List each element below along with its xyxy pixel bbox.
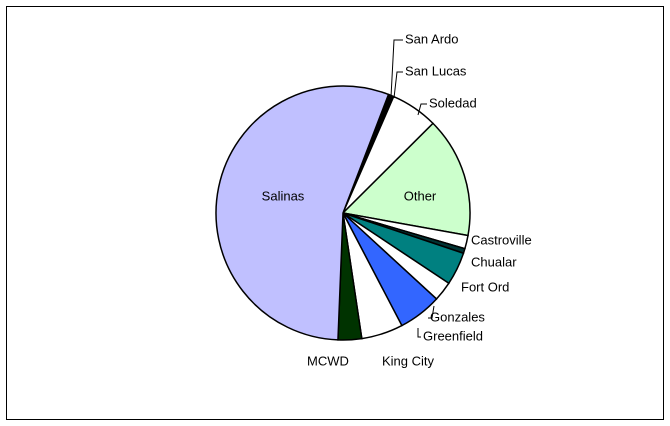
slice-label: Soledad bbox=[429, 95, 477, 110]
leader-line bbox=[428, 305, 435, 319]
slice-label: Chualar bbox=[471, 254, 517, 269]
slice-label: Salinas bbox=[262, 188, 305, 203]
pie-slice bbox=[341, 122, 471, 237]
slice-label: San Lucas bbox=[405, 63, 467, 78]
slice-label: San Ardo bbox=[405, 31, 459, 46]
slice-label: Gonzales bbox=[430, 309, 485, 324]
slice-label: MCWD bbox=[307, 353, 349, 368]
leader-line bbox=[393, 71, 403, 99]
leader-line bbox=[417, 103, 427, 116]
slice-label: Greenfield bbox=[423, 328, 483, 343]
slice-label: Other bbox=[404, 188, 437, 203]
slice-label: Fort Ord bbox=[461, 279, 509, 294]
slice-label: King City bbox=[382, 353, 435, 368]
leader-line bbox=[390, 39, 403, 98]
leader-line bbox=[417, 328, 421, 338]
pie-slice bbox=[215, 85, 390, 341]
slice-label: Castroville bbox=[471, 232, 532, 247]
